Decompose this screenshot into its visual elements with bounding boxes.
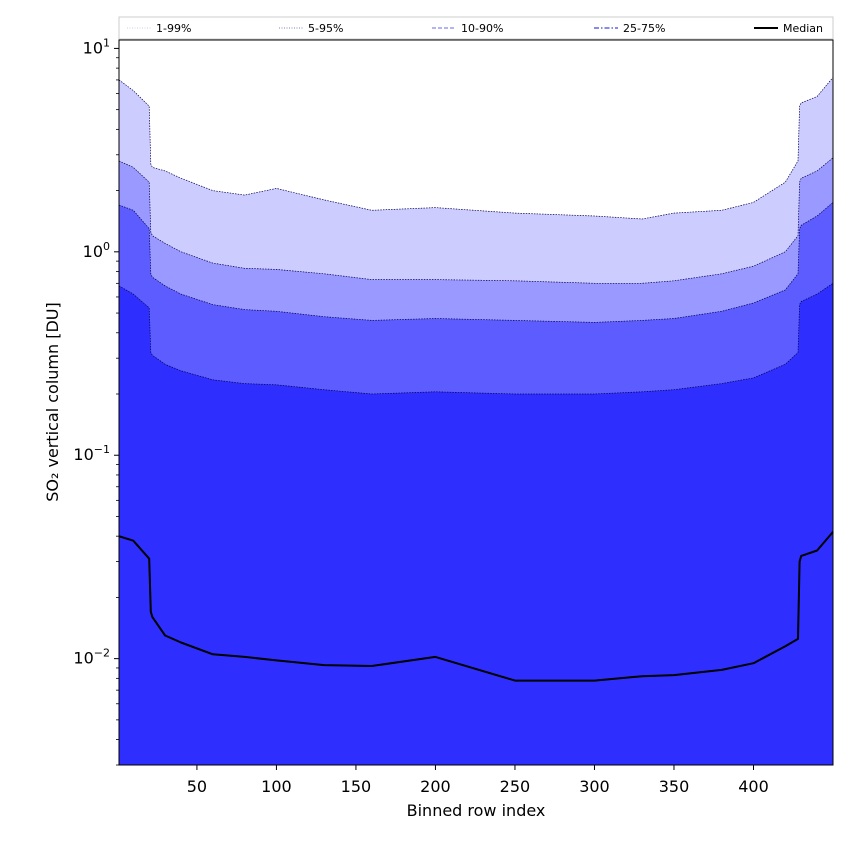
- bands: [119, 77, 833, 766]
- y-axis: 10−2 10−1 100 101: [73, 36, 119, 766]
- x-axis: 50 100 150 200 250 300 350 400: [187, 765, 769, 796]
- line-10-90: [118, 202, 834, 323]
- line-median: [118, 531, 834, 682]
- x-tick-label: 400: [738, 777, 769, 796]
- legend-label-25-75: 25-75%: [623, 22, 665, 35]
- band-25-75: [119, 283, 833, 765]
- legend-label-5-95: 5-95%: [308, 22, 343, 35]
- series-lines: [118, 77, 834, 682]
- y-tick-label: 10−2: [73, 647, 110, 668]
- legend-label-10-90: 10-90%: [461, 22, 503, 35]
- x-tick-label: 100: [261, 777, 292, 796]
- legend-label-1-99: 1-99%: [156, 22, 191, 35]
- y-tick-label: 10−1: [73, 443, 110, 464]
- legend: 1-99% 5-95% 10-90% 25-75% Median: [118, 16, 834, 40]
- y-tick-label: 100: [83, 240, 110, 261]
- x-tick-label: 50: [187, 777, 207, 796]
- y-axis-title: SO₂ vertical column [DU]: [43, 302, 62, 502]
- line-5-95: [118, 157, 834, 284]
- x-tick-label: 350: [659, 777, 690, 796]
- line-25-75: [118, 283, 834, 395]
- x-tick-label: 200: [420, 777, 451, 796]
- x-tick-label: 150: [341, 777, 372, 796]
- plot-frame: [118, 39, 834, 766]
- legend-frame: [118, 16, 834, 40]
- legend-label-median: Median: [783, 22, 823, 35]
- y-tick-label: 101: [83, 36, 110, 57]
- x-tick-label: 300: [579, 777, 610, 796]
- x-tick-label: 250: [500, 777, 531, 796]
- x-axis-title: Binned row index: [407, 801, 546, 820]
- line-1-99: [118, 77, 834, 220]
